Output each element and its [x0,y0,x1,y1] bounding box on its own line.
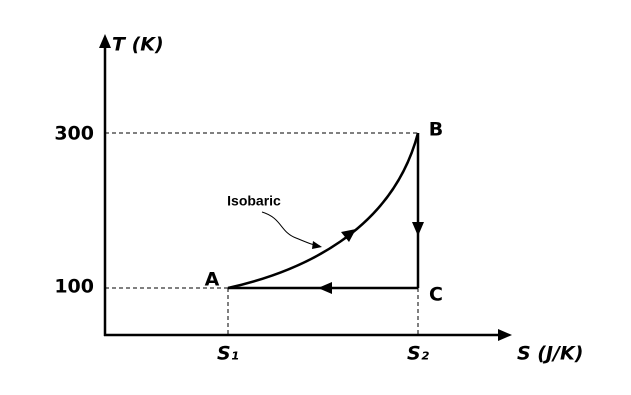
point-label: C [429,284,443,306]
x-axis-arrow [498,329,512,341]
y-tick-label: 100 [54,276,94,298]
x-axis-title: S (J/K) [517,343,583,365]
y-axis-arrow [99,34,111,48]
point-label: B [429,119,443,141]
y-axis-title: T (K) [112,34,164,56]
annotation: Isobaric [227,193,281,209]
annotation-arrowhead [312,241,322,249]
y-tick-label: 300 [54,123,94,145]
x-tick-label: S₁ [217,343,239,365]
arrow-ca [318,282,332,294]
isobaric-curve [227,132,420,290]
point-label: A [205,269,220,291]
x-tick-label: S₂ [407,343,430,365]
arrow-bc [412,222,424,236]
annotation-pointer [261,211,321,247]
arrow-ab [341,229,356,242]
